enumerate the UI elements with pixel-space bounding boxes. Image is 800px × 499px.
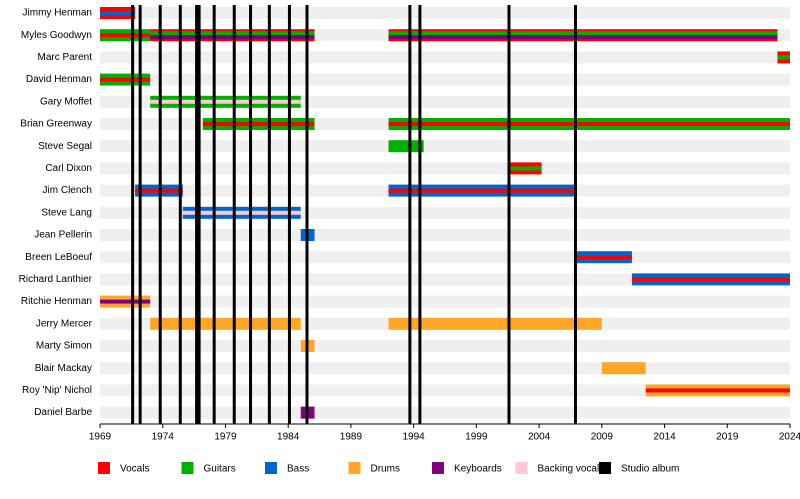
role-stripe bbox=[182, 210, 301, 215]
row-band bbox=[100, 162, 790, 175]
role-stripe bbox=[388, 122, 790, 126]
legend-label: Vocals bbox=[120, 464, 149, 475]
legend-swatch bbox=[265, 462, 277, 474]
x-tick-label: 1999 bbox=[465, 432, 488, 443]
legend-swatch bbox=[515, 462, 528, 474]
role-stripe bbox=[645, 388, 790, 393]
tenure-bar bbox=[150, 317, 301, 330]
role-stripe bbox=[388, 35, 778, 40]
x-tick-label: 1974 bbox=[152, 432, 175, 443]
member-name: Jean Pellerin bbox=[34, 230, 92, 241]
legend-swatch bbox=[432, 462, 444, 474]
member-name: Gary Moffet bbox=[40, 96, 92, 107]
member-name: Roy 'Nip' Nichol bbox=[22, 385, 92, 396]
role-stripe bbox=[100, 77, 151, 82]
row-band bbox=[100, 406, 790, 419]
member-name: Blair Mackay bbox=[35, 363, 92, 374]
member-name: Ritchie Henman bbox=[21, 296, 92, 307]
role-stripe bbox=[202, 122, 315, 126]
member-name: Jimmy Henman bbox=[23, 8, 92, 19]
row-band bbox=[100, 251, 790, 264]
member-name: Marty Simon bbox=[36, 341, 92, 352]
x-tick-label: 2009 bbox=[591, 432, 614, 443]
x-tick-label: 2024 bbox=[779, 432, 800, 443]
role-stripe bbox=[150, 35, 315, 40]
member-name: Marc Parent bbox=[38, 52, 93, 63]
member-name: Richard Lanthier bbox=[19, 274, 93, 285]
member-name: Jerry Mercer bbox=[36, 318, 93, 329]
member-name: Steve Lang bbox=[41, 207, 92, 218]
x-tick-label: 2014 bbox=[653, 432, 676, 443]
role-stripe bbox=[576, 255, 632, 260]
row-band bbox=[100, 295, 790, 308]
member-name: David Henman bbox=[26, 74, 92, 85]
member-name: Myles Goodwyn bbox=[21, 30, 92, 41]
tenure-bar bbox=[601, 362, 646, 375]
member-name: Jim Clench bbox=[43, 185, 92, 196]
row-band bbox=[100, 7, 790, 19]
legend-label: Keyboards bbox=[454, 464, 502, 475]
x-tick-label: 2019 bbox=[716, 432, 739, 443]
member-name: Daniel Barbe bbox=[34, 407, 92, 418]
member-name: Carl Dixon bbox=[45, 163, 92, 174]
role-stripe bbox=[150, 31, 315, 36]
role-stripe bbox=[777, 55, 790, 60]
role-stripe bbox=[100, 11, 136, 15]
legend-label: Guitars bbox=[204, 464, 236, 475]
legend-label: Bass bbox=[287, 464, 309, 475]
legend-swatch bbox=[348, 462, 361, 474]
role-stripe bbox=[100, 33, 151, 38]
tenure-bar bbox=[388, 140, 424, 153]
role-stripe bbox=[510, 166, 542, 171]
x-tick-label: 1979 bbox=[214, 432, 237, 443]
x-tick-label: 1994 bbox=[403, 432, 426, 443]
role-stripe bbox=[388, 188, 577, 193]
member-name: Breen LeBoeuf bbox=[25, 252, 92, 263]
legend-label: Backing vocals bbox=[538, 464, 605, 475]
x-tick-label: 1969 bbox=[89, 432, 112, 443]
row-band bbox=[100, 273, 790, 286]
role-stripe bbox=[388, 31, 778, 36]
legend-swatch bbox=[181, 462, 194, 474]
legend-swatch bbox=[599, 462, 611, 474]
row-band bbox=[100, 229, 790, 241]
role-stripe bbox=[100, 299, 151, 304]
row-band bbox=[100, 51, 790, 64]
role-stripe bbox=[631, 277, 790, 282]
x-tick-label: 1989 bbox=[340, 432, 363, 443]
row-band bbox=[100, 362, 790, 375]
member-name: Brian Greenway bbox=[20, 119, 92, 130]
legend-swatch bbox=[98, 462, 110, 474]
row-band bbox=[100, 340, 790, 352]
row-band bbox=[100, 73, 790, 86]
x-tick-label: 2004 bbox=[528, 432, 551, 443]
row-band bbox=[100, 140, 790, 153]
role-stripe bbox=[150, 99, 301, 104]
legend-label: Studio album bbox=[621, 464, 679, 475]
tenure-bar bbox=[388, 317, 602, 330]
member-name: Steve Segal bbox=[38, 141, 92, 152]
legend-label: Drums bbox=[371, 464, 400, 475]
row-band bbox=[100, 384, 790, 397]
x-tick-label: 1984 bbox=[277, 432, 300, 443]
